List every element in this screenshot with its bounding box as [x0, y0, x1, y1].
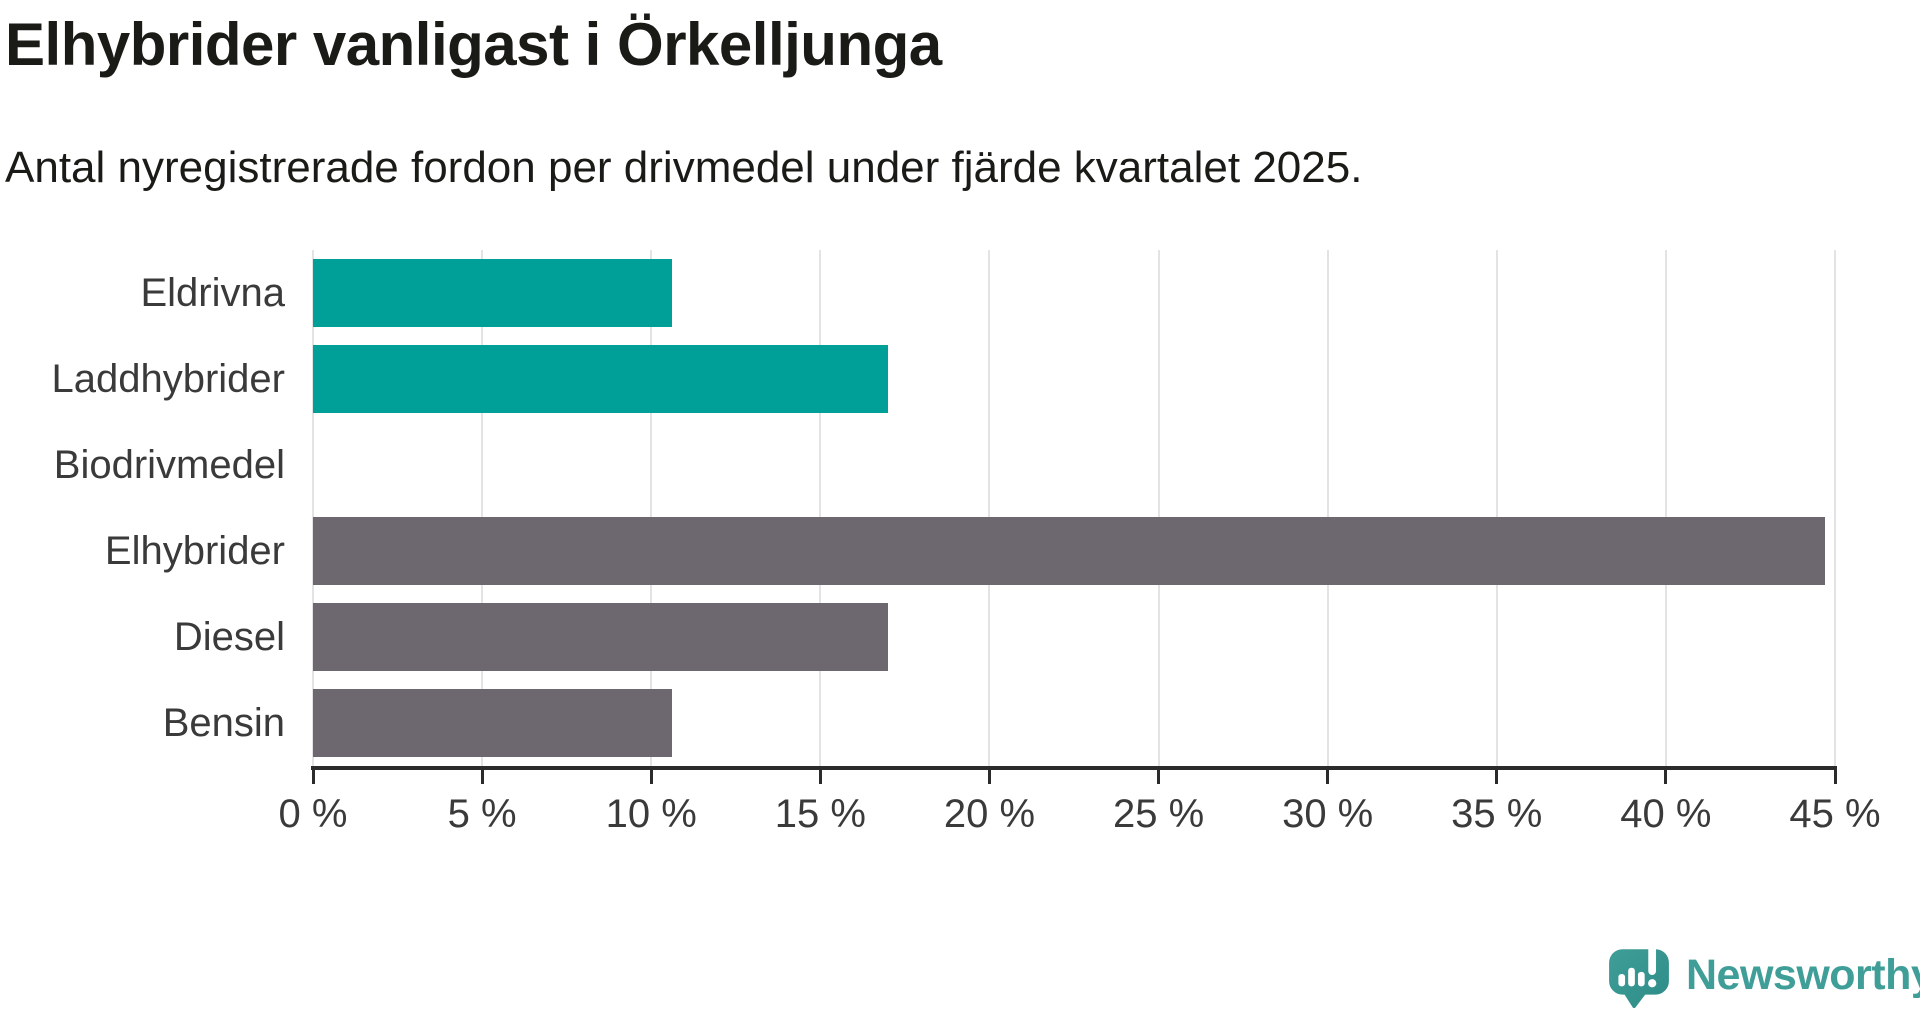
gridline-15 [819, 250, 822, 766]
plot-area: 0 % 5 % 10 % 15 % 20 % 25 % 30 % 35 % 40 % 45 % [279, 250, 1881, 836]
y-axis-label-biodrivmedel: Biodrivmedel [53, 442, 285, 487]
newsworthy-logo-icon [1609, 943, 1669, 1008]
bar-laddhybrider [313, 345, 888, 413]
chart-bar-2-icon [1628, 967, 1635, 987]
x-axis-tick-15 [818, 767, 822, 784]
x-axis-tick-label-35: 35 % [1451, 792, 1543, 836]
y-axis-label-diesel: Diesel [173, 614, 285, 659]
x-axis-tick-label-5: 5 % [447, 792, 517, 836]
x-axis-tick-35 [1495, 767, 1499, 784]
x-axis-tick-5 [480, 767, 484, 784]
gridline-5 [481, 250, 484, 766]
y-axis-label-elhybrider: Elhybrider [104, 528, 285, 573]
x-axis-tick-20 [987, 767, 991, 784]
bar-chart: Eldrivna Laddhybrider Biodrivmedel Elhybrid… [0, 250, 1920, 870]
y-axis-labels: Eldrivna Laddhybrider Biodrivmedel Elhybrid… [0, 250, 286, 766]
x-axis-tick-25 [1157, 767, 1161, 784]
exclamation-bar-icon [1648, 943, 1657, 975]
y-axis-label-bensin: Bensin [162, 700, 285, 745]
x-axis-tick-40 [1664, 767, 1668, 784]
gridline-35 [1495, 250, 1498, 766]
exclamation-dot-icon [1648, 979, 1657, 988]
newsworthy-logo: Newsworthy [1608, 942, 1920, 1008]
y-axis-label-laddhybrider: Laddhybrider [51, 356, 286, 401]
x-axis-tick-label-15: 15 % [774, 792, 866, 836]
x-axis-line [311, 766, 1837, 770]
y-axis-label-eldrivna: Eldrivna [140, 270, 285, 315]
x-axis-tick-label-45: 45 % [1789, 792, 1881, 836]
x-axis-tick-label-0: 0 % [278, 792, 348, 836]
gridline-0 [312, 250, 314, 766]
x-axis-tick-45 [1833, 767, 1837, 784]
x-axis-tick-label-40: 40 % [1620, 792, 1712, 836]
gridline-20 [988, 250, 991, 766]
x-axis-tick-0 [311, 767, 315, 784]
x-axis-tick-10 [649, 767, 653, 784]
x-axis-tick-label-30: 30 % [1282, 792, 1374, 836]
gridline-45 [1834, 250, 1836, 766]
x-axis-tick-label-10: 10 % [605, 792, 697, 836]
bar-bensin [313, 689, 672, 757]
x-axis-tick-30 [1326, 767, 1330, 784]
x-axis-tick-label-20: 20 % [943, 792, 1036, 836]
bar-eldrivna [313, 259, 672, 327]
chart-bar-1-icon [1618, 973, 1626, 987]
gridline-30 [1326, 250, 1329, 766]
bar-diesel [313, 603, 888, 671]
chart-subtitle: Antal nyregistrerade fordon per drivmede… [5, 143, 1363, 192]
gridline-25 [1157, 250, 1160, 766]
chart-bar-3-icon [1637, 971, 1645, 987]
chart-title: Elhybrider vanligast i Örkelljunga [5, 11, 942, 78]
gridline-40 [1664, 250, 1667, 766]
x-axis-tick-label-25: 25 % [1112, 792, 1205, 836]
bar-elhybrider [313, 517, 1825, 585]
newsworthy-logo-text: Newsworthy [1686, 950, 1920, 999]
gridline-10 [650, 250, 653, 766]
